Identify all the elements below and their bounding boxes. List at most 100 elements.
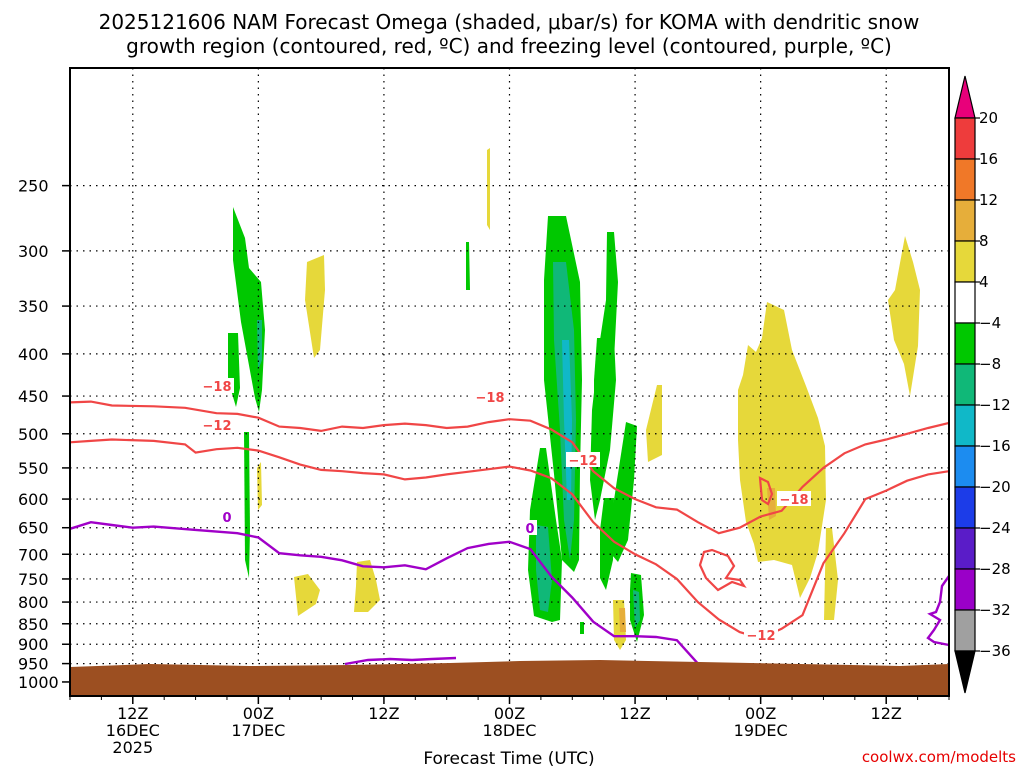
colorbar-swatch — [954, 486, 976, 529]
x-tick-label: 12Z — [117, 704, 148, 723]
contour-label-m12: −12 — [744, 627, 778, 644]
colorbar-swatch — [954, 158, 976, 201]
colorbar-label: −4 — [979, 314, 1001, 332]
contour-label-m18: −18 — [200, 378, 234, 395]
colorbar-label: −12 — [979, 396, 1011, 414]
svg-text:−18: −18 — [203, 380, 232, 395]
omega-downward-region — [888, 236, 920, 396]
freezing-level-contour — [69, 520, 699, 665]
omega-strong-upward-region — [633, 590, 640, 628]
dgz-minus18-lobe — [758, 476, 774, 506]
y-tick-label: 400 — [18, 345, 49, 364]
y-tick-label: 850 — [18, 615, 49, 634]
time-gridlines — [132, 68, 887, 696]
dgz-minus12-lobe — [698, 548, 747, 592]
colorbar-label: −16 — [979, 437, 1011, 455]
chart-title-line2: growth region (contoured, red, ºC) and f… — [126, 34, 892, 58]
omega-downward-region — [294, 574, 320, 616]
colorbar-swatch — [954, 445, 976, 488]
contour-label-m18: −18 — [473, 389, 507, 406]
colorbar-swatch — [954, 199, 976, 242]
contour-label-m12: −12 — [200, 417, 234, 434]
source-credit: coolwx.com/modelts — [862, 748, 1016, 766]
colorbar-bottom-arrow — [954, 650, 976, 694]
omega-downward-region — [305, 255, 325, 358]
dgz-minus18-contour — [69, 400, 950, 535]
x-tick-label: 12Z — [871, 704, 902, 723]
x-tick-label: 00Z — [745, 704, 776, 723]
y-tick-label: 300 — [18, 242, 49, 261]
colorbar-top-arrow — [954, 75, 976, 119]
dgz-minus12-contour — [69, 438, 950, 640]
x-tick-label: 16DEC — [106, 721, 160, 740]
omega-upward-region — [611, 422, 637, 562]
omega-downward-region — [646, 385, 662, 462]
colorbar-swatch — [954, 363, 976, 406]
y-tick-label: 1000 — [18, 673, 59, 692]
svg-text:−12: −12 — [747, 629, 776, 644]
y-tick-label: 250 — [18, 177, 49, 196]
colorbar-label: −28 — [979, 560, 1011, 578]
contour-label-zero: 0 — [220, 509, 234, 526]
colorbar-swatch — [954, 281, 976, 324]
colorbar-label: −36 — [979, 642, 1011, 660]
contour-layer — [69, 400, 950, 670]
y-tick-label: 450 — [18, 387, 49, 406]
y-tick-label: 550 — [18, 459, 49, 478]
omega-upward-region — [466, 242, 470, 290]
omega-downward-region — [487, 148, 490, 230]
y-tick-label: 950 — [18, 655, 49, 674]
colorbar-swatch — [954, 322, 976, 365]
colorbar-label: 16 — [979, 150, 998, 168]
ground-surface — [70, 660, 949, 696]
svg-text:−18: −18 — [476, 391, 505, 406]
freezing-level-right-edge — [926, 575, 950, 647]
x-tick-label: 12Z — [619, 704, 650, 723]
x-axis-label: Forecast Time (UTC) — [423, 749, 594, 768]
colorbar-label: −8 — [979, 355, 1001, 373]
omega-downward-region — [738, 302, 826, 598]
contour-labels: −18 −18 −18 −12 −12 −12 0 0 — [200, 378, 811, 644]
svg-text:−12: −12 — [203, 419, 232, 434]
omega-downward-region — [824, 528, 838, 620]
colorbar-swatch — [954, 240, 976, 283]
y-tick-label: 650 — [18, 519, 49, 538]
x-tick-label: 00Z — [243, 704, 274, 723]
x-tick-label: 12Z — [368, 704, 399, 723]
x-tick-label: 00Z — [494, 704, 525, 723]
y-axis-tick-labels: 2503003504004505005506006507007508008509… — [18, 177, 70, 692]
omega-strong-downward-region — [619, 608, 626, 632]
y-tick-label: 700 — [18, 545, 49, 564]
svg-text:0: 0 — [222, 511, 231, 526]
colorbar-label: 20 — [979, 109, 998, 127]
colorbar-swatch — [954, 568, 976, 611]
omega-upward-region — [233, 207, 265, 412]
colorbar-label: −24 — [979, 519, 1011, 537]
svg-text:−18: −18 — [780, 493, 809, 508]
colorbar-label: 12 — [979, 191, 998, 209]
colorbar-swatch — [954, 117, 976, 160]
contour-label-zero: 0 — [523, 520, 537, 537]
svg-text:0: 0 — [525, 522, 534, 537]
chart-title-line1: 2025121606 NAM Forecast Omega (shaded, μ… — [99, 10, 920, 34]
colorbar-swatch — [954, 527, 976, 570]
colorbar-label: 8 — [979, 232, 989, 250]
contour-label-m12: −12 — [566, 452, 600, 469]
omega-upward-region — [600, 498, 614, 590]
svg-text:−12: −12 — [569, 454, 598, 469]
y-tick-label: 900 — [18, 635, 49, 654]
omega-downward-region — [354, 560, 380, 612]
x-tick-label: 19DEC — [734, 721, 788, 740]
colorbar-label: −32 — [979, 601, 1011, 619]
omega-upward-region — [580, 622, 584, 634]
omega-strong-upward-region — [257, 320, 262, 370]
contour-label-m18: −18 — [777, 491, 811, 508]
omega-colorbar: 20 16 12 8 4 −4 −8 −12 −16 −20 −24 −28 −32 −36 — [954, 75, 1011, 694]
colorbar-label: 4 — [979, 273, 989, 291]
y-tick-label: 350 — [18, 297, 49, 316]
x-tick-label: 18DEC — [483, 721, 537, 740]
y-tick-label: 500 — [18, 425, 49, 444]
y-tick-label: 800 — [18, 593, 49, 612]
